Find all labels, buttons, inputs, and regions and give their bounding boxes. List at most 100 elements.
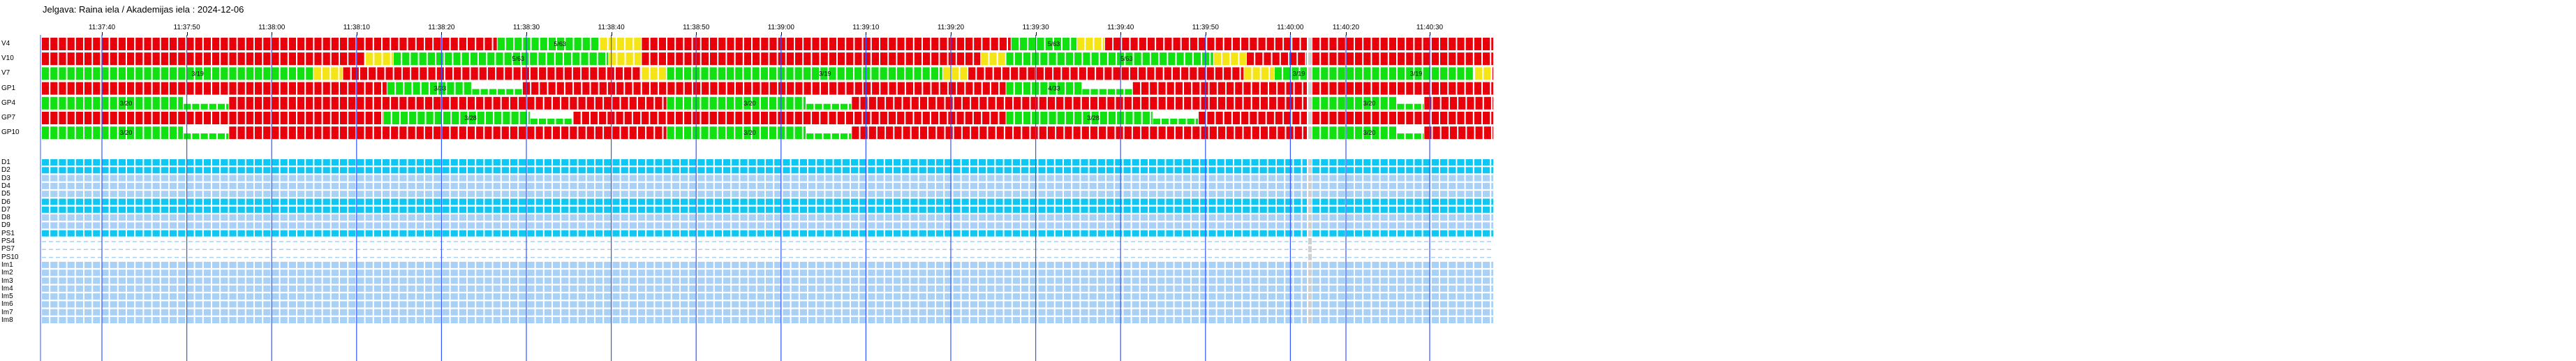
detector-cell xyxy=(237,198,245,205)
detector-cell xyxy=(1064,198,1072,205)
signal-cell-red xyxy=(1406,52,1414,66)
detector-cell xyxy=(586,206,594,213)
signal-cell-red xyxy=(684,82,692,95)
detector-cell xyxy=(629,167,637,174)
detector-cell xyxy=(127,167,135,174)
detector-cell xyxy=(1089,214,1097,221)
detector-cell xyxy=(127,270,135,277)
signal-cell-red xyxy=(598,67,606,80)
detector-cell xyxy=(808,198,816,205)
detector-cell xyxy=(1321,293,1328,300)
detector-cell xyxy=(1423,261,1430,268)
detector-cell xyxy=(144,159,151,165)
signal-cell-green xyxy=(1023,112,1031,124)
detector-cell xyxy=(1055,206,1063,213)
detector-cell xyxy=(221,301,228,308)
detector-cell xyxy=(263,191,271,198)
detector-cell xyxy=(834,317,841,323)
signal-cell-red xyxy=(408,96,415,110)
detector-cell xyxy=(442,222,450,229)
panel-gap xyxy=(1308,198,1312,205)
detector-cell xyxy=(732,198,739,205)
detector-cell xyxy=(383,214,390,221)
detector-cell xyxy=(723,175,731,182)
detector-cell xyxy=(621,191,628,198)
detector-cell xyxy=(961,175,969,182)
signal-cell-green xyxy=(812,67,820,80)
signal-cell-green xyxy=(1372,126,1379,140)
signal-cell-red xyxy=(493,96,501,110)
timer-label: 3/19 xyxy=(1410,70,1423,77)
detector-cell xyxy=(1115,175,1123,182)
detector-cell xyxy=(1294,206,1301,213)
detector-cell xyxy=(748,301,756,308)
detector-cell xyxy=(75,191,83,198)
detector-cell xyxy=(1021,175,1029,182)
detector-cell xyxy=(1038,301,1046,308)
detector-cell xyxy=(118,317,126,323)
detector-cell xyxy=(1115,317,1123,323)
detector-cell xyxy=(519,191,526,198)
detector-cell xyxy=(894,175,901,182)
detector-cell xyxy=(927,230,935,237)
detector-cell xyxy=(1329,206,1337,213)
detector-cell xyxy=(306,198,313,205)
detector-cell xyxy=(348,230,356,237)
detector-cell xyxy=(340,198,348,205)
detector-cell xyxy=(595,198,603,205)
detector-cell xyxy=(1465,182,1473,189)
detector-cell xyxy=(399,270,407,277)
detector-cell xyxy=(425,285,433,292)
timer-label: 3/20 xyxy=(120,100,133,107)
signal-cell-green xyxy=(675,96,683,110)
detector-cell xyxy=(1123,214,1131,221)
signal-cell-red xyxy=(1278,82,1285,95)
detector-cell xyxy=(144,198,151,205)
detector-cell xyxy=(331,317,339,323)
signal-cell-yellow xyxy=(981,52,989,66)
detector-cell xyxy=(1457,230,1465,237)
detector-cell xyxy=(1149,230,1157,237)
signal-cell-red xyxy=(255,112,262,124)
detector-cell xyxy=(1268,277,1275,284)
detector-cell xyxy=(612,309,620,316)
detector-cell xyxy=(1338,230,1345,237)
detector-cell xyxy=(586,277,594,284)
detector-cell xyxy=(783,182,790,189)
signal-cell-red xyxy=(527,126,535,140)
detector-cell xyxy=(561,206,569,213)
detector-cell xyxy=(84,214,92,221)
signal-cell-green xyxy=(1389,67,1396,80)
detector-cell xyxy=(927,222,935,229)
signal-cell-red xyxy=(642,112,649,124)
detector-cell xyxy=(723,309,731,316)
detector-cell xyxy=(578,198,586,205)
detector-cell xyxy=(783,317,790,323)
detector-cell xyxy=(945,167,952,174)
detector-cell xyxy=(365,285,373,292)
detector-cell xyxy=(1064,182,1072,189)
detector-cell xyxy=(842,206,850,213)
signal-cell-red xyxy=(812,112,820,124)
detector-cell xyxy=(373,317,381,323)
signal-cell-flash xyxy=(1414,103,1421,110)
signal-cell-red xyxy=(539,67,547,80)
detector-cell xyxy=(689,222,697,229)
signal-cell-green xyxy=(1193,52,1201,66)
detector-cell xyxy=(246,191,253,198)
detector-cell xyxy=(476,206,484,213)
detector-cell xyxy=(1038,206,1046,213)
detector-cell xyxy=(561,167,569,174)
signal-cell-red xyxy=(684,38,692,50)
signal-cell-red xyxy=(377,67,385,80)
detector-cell xyxy=(655,159,662,165)
detector-cell xyxy=(373,175,381,182)
detector-cell xyxy=(1140,214,1148,221)
detector-cell xyxy=(945,198,952,205)
detector-cell xyxy=(1046,277,1054,284)
detector-cell xyxy=(834,230,841,237)
detector-cell xyxy=(323,206,330,213)
detector-cell xyxy=(902,191,910,198)
detector-cell xyxy=(1491,159,1493,165)
detector-cell xyxy=(1097,230,1105,237)
